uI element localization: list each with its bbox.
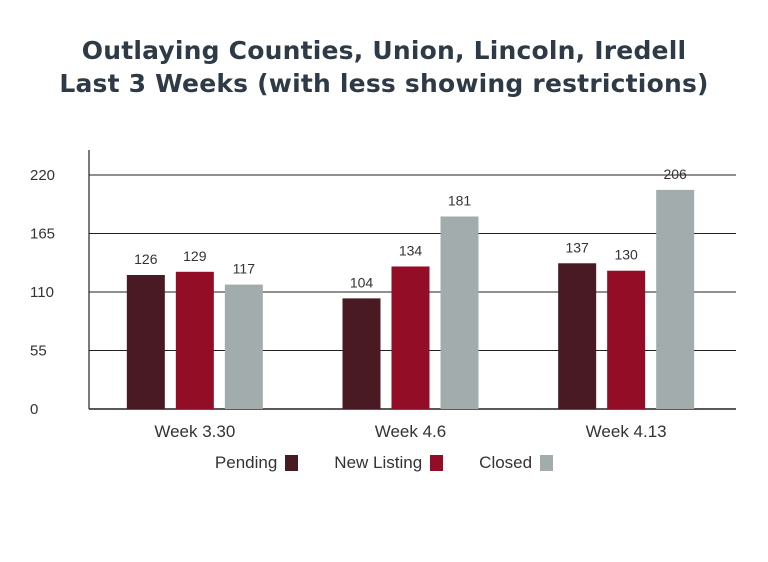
bar [175, 271, 214, 409]
data-label: 129 [183, 248, 207, 264]
legend-label: New Listing [334, 453, 423, 472]
legend-item: Pending [214, 453, 299, 473]
data-label: 104 [350, 274, 374, 290]
legend-label: Pending [214, 453, 278, 472]
data-label: 126 [134, 251, 158, 267]
legend-swatch [285, 455, 299, 471]
y-tick-label: 220 [30, 167, 55, 184]
data-label: 117 [233, 261, 256, 277]
data-label: 206 [663, 166, 687, 182]
data-label: 181 [448, 192, 472, 208]
bar [607, 270, 646, 409]
x-tick-label: Week 4.13 [586, 422, 667, 441]
legend-label: Closed [479, 453, 533, 472]
bar [656, 189, 695, 409]
y-tick-labels: 0 55 110 165 220 [30, 167, 55, 418]
bar [558, 263, 597, 409]
bar [342, 298, 381, 409]
x-tick-label: Week 4.6 [375, 422, 447, 441]
legend: Pending New Listing Closed [0, 453, 768, 473]
chart-title: Outlaying Counties, Union, Lincoln, Ired… [0, 34, 768, 100]
bar [391, 266, 430, 409]
legend-item: New Listing [334, 453, 444, 473]
data-label: 130 [614, 247, 638, 263]
x-tick-labels: Week 3.30 Week 4.6 Week 4.13 [154, 422, 666, 441]
legend-swatch [540, 455, 554, 471]
bar [224, 284, 263, 409]
data-label: 137 [565, 239, 589, 255]
bars [126, 189, 695, 409]
data-labels: 126 129 117 104 134 181 137 130 206 [134, 166, 687, 290]
y-tick-label: 55 [30, 343, 47, 360]
y-tick-label: 0 [30, 401, 38, 418]
bar [440, 216, 479, 409]
legend-swatch [430, 455, 444, 471]
y-tick-label: 110 [30, 284, 54, 301]
legend-item: Closed [479, 453, 554, 473]
y-tick-label: 165 [30, 226, 55, 243]
title-line-1: Outlaying Counties, Union, Lincoln, Ired… [81, 36, 687, 65]
title-line-2: Last 3 Weeks (with less showing restrict… [59, 69, 709, 98]
bar [126, 274, 165, 409]
x-tick-label: Week 3.30 [154, 422, 235, 441]
data-label: 134 [399, 242, 423, 258]
